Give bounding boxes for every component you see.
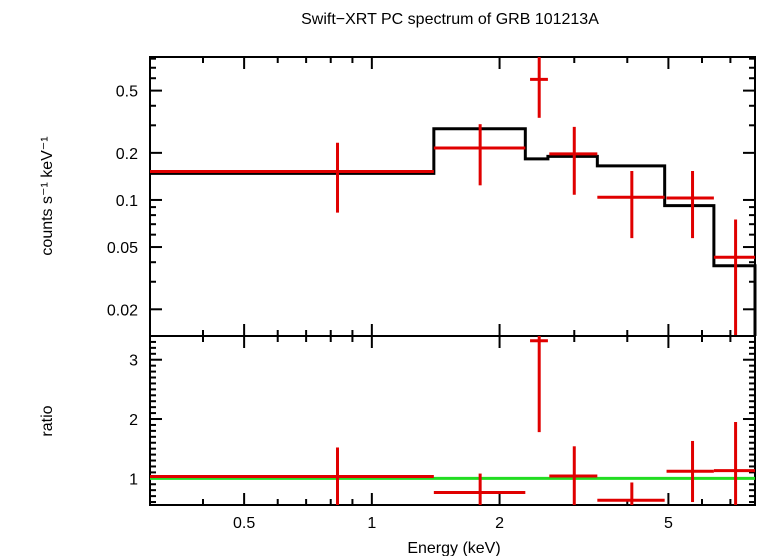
spectrum-data-point bbox=[666, 171, 714, 239]
ratio-data-point bbox=[433, 473, 526, 505]
ratio-y-tick-label: 1 bbox=[129, 471, 138, 488]
ratio-data-point bbox=[150, 447, 434, 505]
ratio-panel: 1 2 3 0.5 1 2 5 bbox=[129, 335, 756, 532]
spectrum-y-tick-label: 0.5 bbox=[116, 84, 138, 101]
x-tick-label: 0.5 bbox=[233, 515, 255, 532]
model-histogram bbox=[150, 127, 757, 336]
ratio-data-point bbox=[666, 440, 714, 503]
ratio-y-axis-label: ratio bbox=[39, 405, 56, 436]
x-tick-label: 5 bbox=[664, 515, 673, 532]
spectrum-y-tick-label: 0.05 bbox=[107, 240, 138, 257]
x-tick-label: 1 bbox=[367, 515, 376, 532]
ratio-data-point bbox=[530, 336, 548, 433]
ratio-y-tick-label: 2 bbox=[129, 412, 138, 429]
spectrum-y-tick-label: 0.1 bbox=[116, 193, 138, 210]
spectrum-y-tick-label: 0.02 bbox=[107, 302, 138, 319]
x-tick-label: 2 bbox=[495, 515, 504, 532]
ratio-data-point bbox=[597, 482, 665, 505]
ratio-y-tick-label: 3 bbox=[129, 353, 138, 370]
x-axis-label: Energy (keV) bbox=[407, 540, 500, 556]
spectrum-data-point bbox=[150, 142, 434, 213]
spectrum-data-point bbox=[597, 171, 665, 239]
spectrum-data-point bbox=[549, 126, 598, 195]
ratio-data-point bbox=[549, 446, 598, 505]
spectrum-data-point bbox=[713, 219, 755, 336]
spectrum-panel: 0.02 0.05 0.1 0.2 0.5 bbox=[107, 56, 757, 337]
ratio-data-point bbox=[713, 421, 755, 505]
spectrum-data-point bbox=[433, 124, 526, 186]
spectrum-data-point bbox=[530, 57, 548, 118]
spectrum-y-tick-label: 0.2 bbox=[116, 146, 138, 163]
ratio-frame bbox=[149, 335, 756, 506]
spectrum-y-axis-label: counts s⁻¹ keV⁻¹ bbox=[39, 136, 56, 255]
chart-title: Swift−XRT PC spectrum of GRB 101213A bbox=[301, 11, 599, 28]
